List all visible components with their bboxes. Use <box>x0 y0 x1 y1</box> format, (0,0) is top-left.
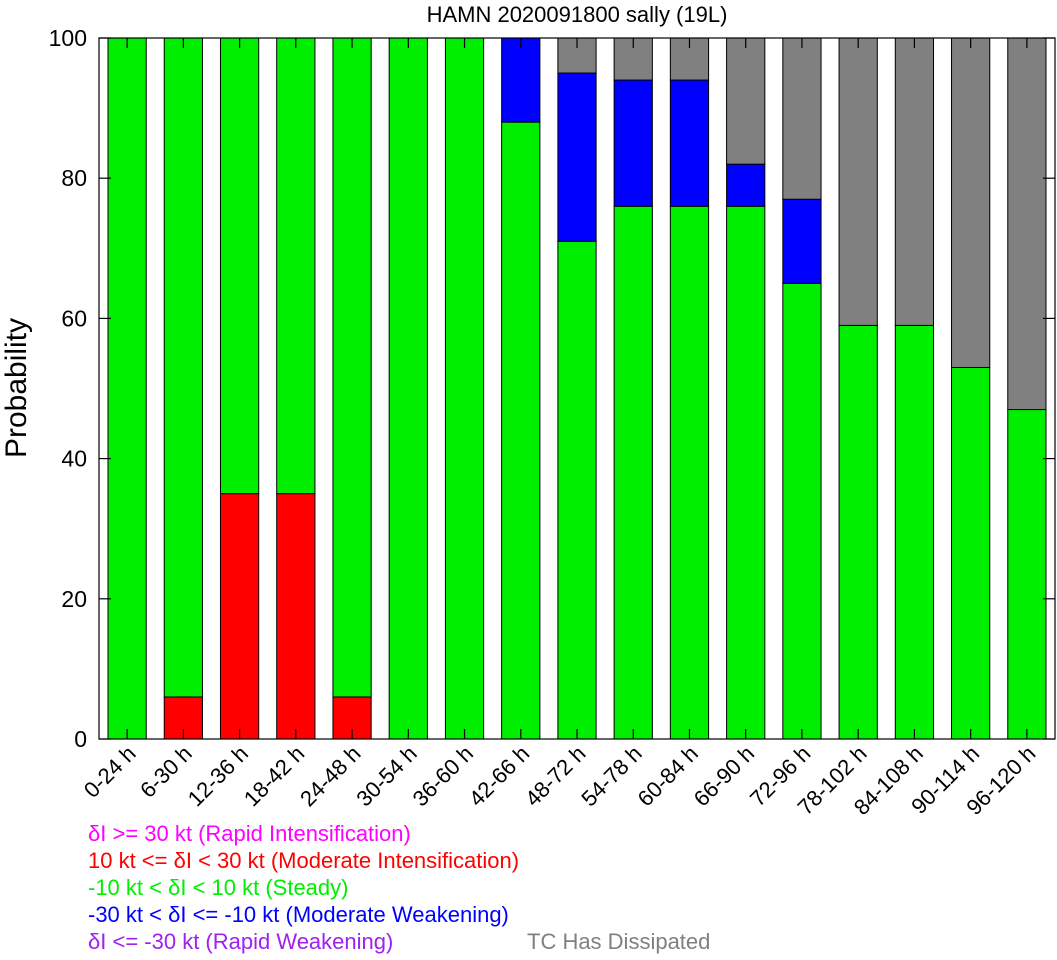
bar-segment-steady <box>613 205 653 740</box>
bar-segment-steady <box>107 37 147 740</box>
y-tick-label: 0 <box>74 726 87 752</box>
x-tick-label: 54-78 h <box>576 741 646 811</box>
bar-segment-steady <box>163 37 203 698</box>
bar-segment-dissipated <box>951 37 991 368</box>
bar-segment-moderate-weakening <box>726 163 766 207</box>
bar-segment-steady <box>388 37 428 740</box>
bar-segment-dissipated <box>613 37 653 81</box>
bar-segment-steady <box>838 324 878 740</box>
y-tick-label: 80 <box>61 165 87 191</box>
x-tick-label: 30-54 h <box>351 741 421 811</box>
bar-segment-dissipated <box>669 37 710 81</box>
x-tick-label: 42-66 h <box>464 741 534 811</box>
bars-group <box>107 37 1047 740</box>
y-tick-labels: 0 20 40 60 80 100 <box>49 25 87 752</box>
y-tick-label: 40 <box>61 446 87 472</box>
bar-segment-steady <box>219 37 260 495</box>
bar-segment-moderate-weakening <box>613 79 653 207</box>
bar-segment-steady <box>669 205 710 740</box>
bar-segment-dissipated <box>782 37 822 200</box>
bar-segment-dissipated <box>838 37 878 326</box>
x-tick-label: 48-72 h <box>520 741 590 811</box>
bar-segment-moderate-intensification <box>219 493 260 740</box>
bar-segment-steady <box>444 37 485 740</box>
legend-moderate-intensification: 10 kt <= δI < 30 kt (Moderate Intensific… <box>88 848 520 873</box>
chart-title: HAMN 2020091800 sally (19L) <box>427 2 728 27</box>
legend-rapid-intensification: δI >= 30 kt (Rapid Intensification) <box>88 821 411 846</box>
bar-segment-moderate-intensification <box>276 493 316 740</box>
bar-segment-steady <box>557 240 597 740</box>
bar-segment-steady <box>782 282 822 740</box>
y-axis-label: Probability <box>0 318 33 458</box>
bar-segment-dissipated <box>726 37 766 165</box>
x-tick-label: 60-84 h <box>633 741 703 811</box>
legend-rapid-weakening: δI <= -30 kt (Rapid Weakening) <box>88 929 394 954</box>
x-tick-label: 12-36 h <box>183 741 253 811</box>
bar-segment-dissipated <box>1007 37 1047 411</box>
y-tick-label: 100 <box>49 25 87 51</box>
y-tick-label: 20 <box>61 586 87 612</box>
bar-segment-steady <box>332 37 372 698</box>
legend-moderate-weakening: -30 kt < δI <= -10 kt (Moderate Weakenin… <box>88 902 509 927</box>
x-tick-label: 36-60 h <box>408 741 478 811</box>
y-tick-label: 60 <box>61 305 87 331</box>
axes-group <box>98 37 1056 740</box>
bar-segment-moderate-weakening <box>669 79 710 207</box>
bar-segment-moderate-weakening <box>501 37 541 123</box>
legend-dissipated: TC Has Dissipated <box>527 929 711 954</box>
x-tick-labels: 0-24 h6-30 h12-36 h18-42 h24-48 h30-54 h… <box>79 741 1041 820</box>
bar-segment-steady <box>501 121 541 740</box>
bar-segment-steady <box>276 37 316 495</box>
bar-segment-steady <box>951 366 991 740</box>
bar-segment-moderate-weakening <box>557 72 597 242</box>
bar-segment-moderate-weakening <box>782 198 822 284</box>
legend-steady: -10 kt < δI < 10 kt (Steady) <box>88 875 349 900</box>
x-tick-label: 18-42 h <box>239 741 309 811</box>
x-tick-label: 0-24 h <box>79 741 141 803</box>
x-tick-label: 24-48 h <box>295 741 365 811</box>
bar-segment-steady <box>726 205 766 740</box>
bar-segment-dissipated <box>894 37 935 326</box>
bar-segment-steady <box>894 324 935 740</box>
x-tick-label: 66-90 h <box>689 741 759 811</box>
bar-segment-steady <box>1007 409 1047 740</box>
